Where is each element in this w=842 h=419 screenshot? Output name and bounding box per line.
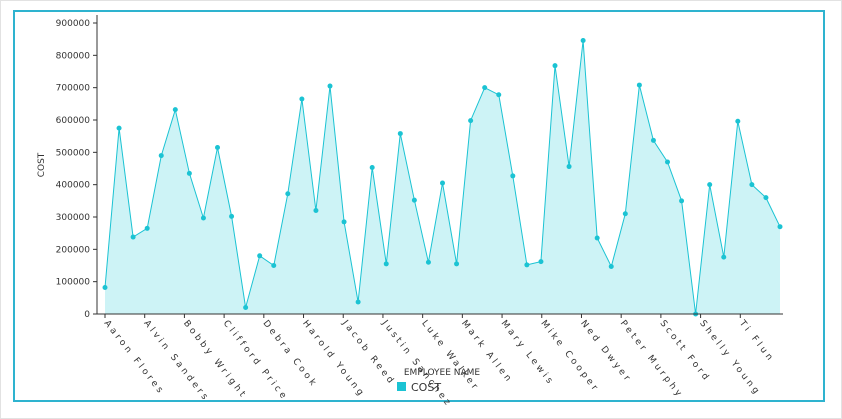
x-tick-label: Justin Sanchez	[379, 318, 454, 410]
area-series	[102, 37, 783, 317]
data-point[interactable]	[665, 159, 670, 165]
data-point[interactable]	[735, 118, 741, 124]
chart-frame	[13, 10, 825, 402]
data-point[interactable]	[608, 263, 614, 269]
data-point[interactable]	[510, 173, 516, 179]
data-point[interactable]	[777, 224, 783, 230]
data-point[interactable]	[215, 144, 220, 150]
data-point[interactable]	[524, 262, 530, 268]
data-point[interactable]	[397, 131, 403, 137]
data-point[interactable]	[285, 191, 291, 197]
data-point[interactable]	[721, 254, 727, 260]
data-point[interactable]	[243, 305, 249, 311]
data-point[interactable]	[636, 82, 642, 88]
data-point[interactable]	[158, 153, 164, 159]
data-point[interactable]	[749, 182, 755, 188]
data-point[interactable]	[580, 37, 586, 43]
data-point[interactable]	[594, 235, 600, 241]
data-point[interactable]	[200, 215, 206, 221]
data-point[interactable]	[341, 219, 347, 225]
axes	[96, 15, 783, 315]
y-axis-ticks: 0 100000 200000 300000 400000 500000 600000 700…	[56, 19, 97, 320]
y-tick-label: 500000	[56, 148, 91, 158]
y-tick-label: 600000	[56, 116, 91, 126]
data-point[interactable]	[369, 165, 375, 171]
data-point[interactable]	[383, 261, 389, 267]
data-point[interactable]	[299, 96, 305, 102]
x-axis-title: EMPLOYEE NAME	[404, 368, 481, 378]
y-tick-label: 0	[84, 310, 90, 320]
data-point[interactable]	[679, 198, 685, 204]
data-point[interactable]	[707, 182, 713, 188]
data-point[interactable]	[144, 225, 150, 231]
data-point[interactable]	[313, 208, 319, 214]
data-point[interactable]	[496, 92, 502, 98]
data-point[interactable]	[566, 164, 572, 170]
data-point[interactable]	[130, 234, 136, 240]
area-fill	[105, 40, 780, 314]
data-point[interactable]	[650, 137, 656, 143]
data-point[interactable]	[622, 211, 628, 217]
data-point[interactable]	[172, 107, 178, 113]
legend-swatch	[397, 382, 406, 391]
x-tick-label: Ti Flun	[736, 318, 776, 365]
data-point[interactable]	[411, 197, 417, 203]
data-point[interactable]	[763, 195, 769, 201]
data-point[interactable]	[116, 125, 122, 131]
data-point[interactable]	[440, 180, 445, 186]
y-tick-label: 400000	[56, 181, 91, 191]
y-tick-label: 900000	[56, 19, 91, 29]
y-tick-label: 800000	[56, 51, 91, 61]
data-point[interactable]	[327, 83, 333, 89]
data-point[interactable]	[425, 259, 431, 265]
data-point[interactable]	[538, 259, 544, 265]
y-tick-label: 100000	[56, 278, 91, 288]
data-point[interactable]	[552, 63, 558, 69]
x-tick-label: Alvin Sanders	[141, 319, 211, 404]
legend-label-cost: COST	[411, 381, 441, 394]
data-point[interactable]	[482, 85, 488, 91]
y-tick-label: 200000	[56, 245, 91, 255]
data-point[interactable]	[454, 261, 460, 267]
y-tick-label: 300000	[56, 213, 91, 223]
data-point[interactable]	[468, 118, 474, 124]
data-point[interactable]	[186, 170, 192, 176]
legend[interactable]: COST	[397, 381, 441, 394]
data-point[interactable]	[257, 253, 263, 259]
data-point[interactable]	[355, 299, 361, 305]
data-point[interactable]	[271, 263, 277, 268]
y-axis-title: COST	[37, 152, 47, 177]
y-tick-label: 700000	[56, 84, 91, 94]
data-point[interactable]	[229, 213, 235, 219]
data-point[interactable]	[102, 284, 108, 290]
